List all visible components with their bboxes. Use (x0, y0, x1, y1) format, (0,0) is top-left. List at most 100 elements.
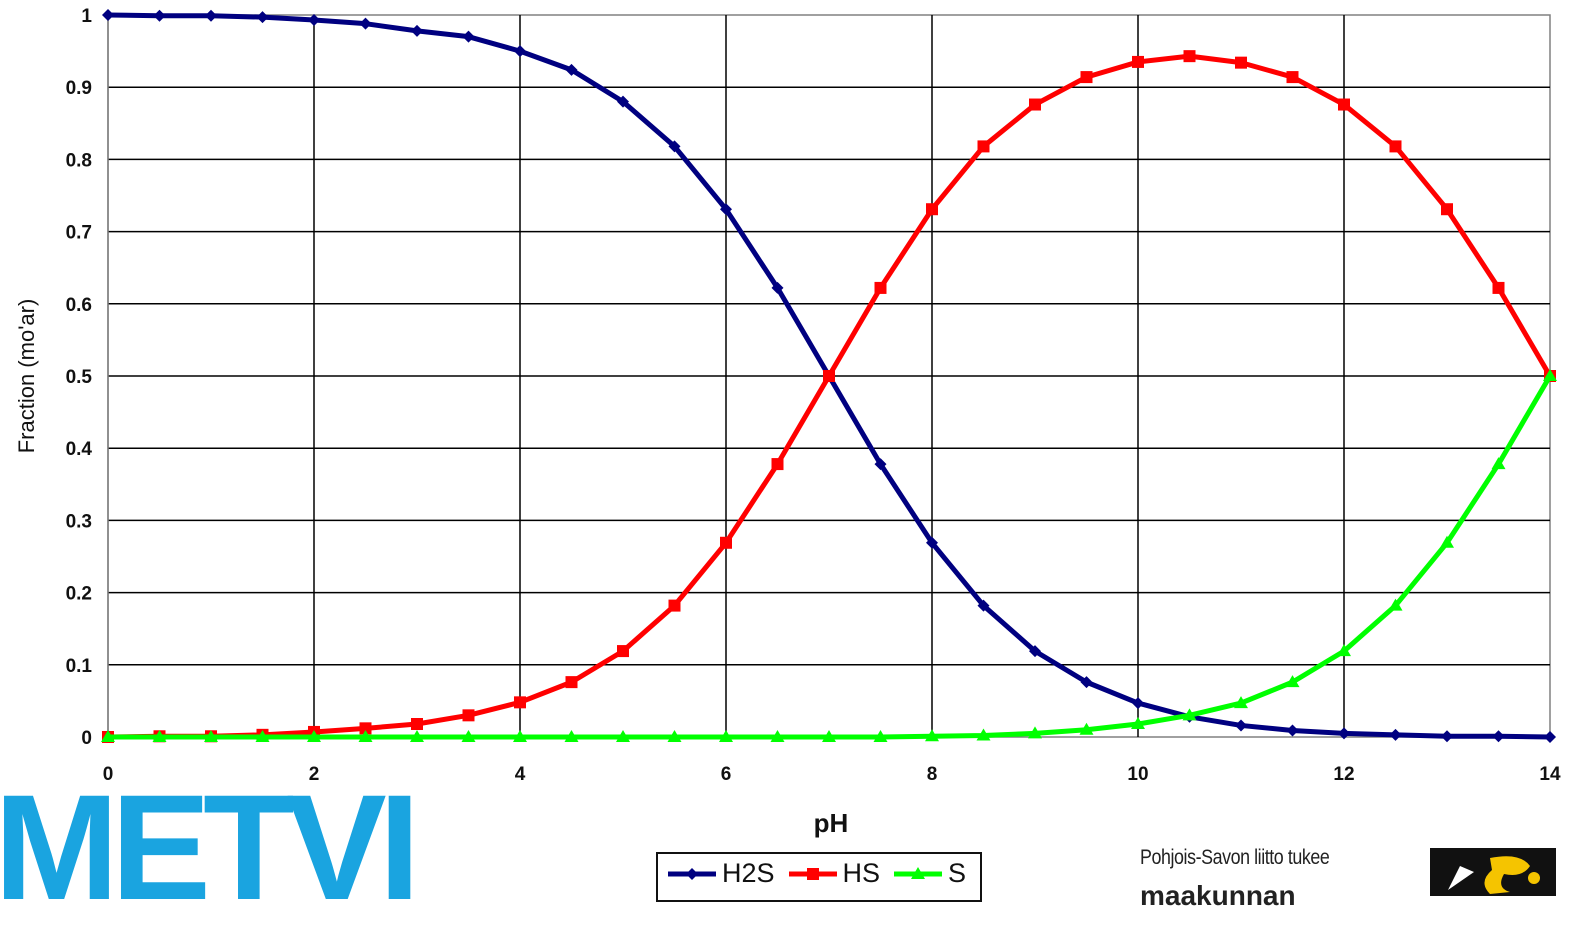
data-point (686, 867, 698, 880)
y-tick-label: 1 (81, 6, 92, 27)
data-point (771, 458, 784, 471)
data-point (101, 730, 115, 742)
data-point (411, 718, 423, 731)
metvi-logo: METVI (0, 763, 420, 931)
data-point (616, 730, 630, 742)
legend-label: HS (842, 858, 881, 888)
y-tick-label: 0.3 (66, 511, 92, 532)
y-tick-label: 0.6 (66, 295, 92, 316)
data-point (1132, 697, 1144, 710)
data-point (911, 866, 926, 879)
data-point (1286, 724, 1299, 737)
legend-label: H2S (722, 858, 775, 888)
data-point (668, 599, 681, 612)
legend-item: HS (787, 858, 881, 889)
data-point (1080, 676, 1093, 689)
data-point (771, 281, 784, 294)
y-tick-label: 0.2 (66, 584, 92, 605)
data-point (1080, 71, 1093, 84)
data-point (1388, 598, 1403, 611)
y-tick-label: 0.9 (66, 78, 92, 99)
data-point (1492, 281, 1505, 294)
series-s (101, 369, 1557, 742)
x-tick-label: 14 (1539, 764, 1561, 785)
x-tick-label: 2 (309, 764, 320, 785)
data-point (462, 709, 475, 722)
data-point (1491, 457, 1506, 470)
data-point (359, 17, 372, 30)
data-point (255, 730, 270, 742)
data-point (1235, 719, 1247, 732)
data-point (617, 95, 629, 108)
data-point (1440, 535, 1454, 548)
data-point (1337, 644, 1351, 657)
x-tick-label: 4 (515, 764, 526, 785)
sponsor-text: Pohjois-Savon liitto tukee (1140, 846, 1330, 869)
x-axis-label: pH (814, 808, 849, 838)
data-point (1131, 717, 1145, 730)
y-tick-label: 0.8 (66, 150, 92, 171)
data-point (720, 536, 732, 549)
data-point (461, 730, 476, 742)
y-tick-labels: 0 0.1 0.2 0.3 0.4 0.5 0.6 0.7 0.8 0.9 1 (66, 6, 93, 749)
data-point (926, 203, 938, 216)
data-point (873, 730, 888, 742)
data-point (1132, 55, 1144, 68)
legend-swatch-icon (668, 867, 716, 880)
data-point (462, 30, 475, 43)
emblem-icon (1448, 856, 1540, 894)
x-tick-labels: 0 2 4 6 8 10 12 14 (103, 764, 1561, 785)
data-point (1029, 98, 1041, 111)
data-point (565, 676, 578, 689)
data-point (205, 9, 217, 22)
data-point (1389, 728, 1402, 741)
data-point (565, 63, 578, 76)
data-point (102, 9, 114, 21)
y-tick-label: 0.1 (66, 656, 93, 677)
data-point (514, 45, 526, 58)
data-point (976, 728, 991, 741)
legend-item: H2S (666, 858, 775, 889)
data-point (1543, 369, 1557, 381)
data-point (153, 9, 166, 22)
data-point (564, 730, 579, 742)
data-point (874, 281, 887, 294)
data-point (1182, 708, 1197, 721)
data-point (874, 458, 887, 471)
data-point (1441, 203, 1453, 216)
chart: 0 0.1 0.2 0.3 0.4 0.5 0.6 0.7 0.8 0.9 1 0 2 4 6 8 10 12 1… (14, 6, 1561, 838)
data-point (977, 599, 990, 612)
data-point (806, 867, 819, 880)
data-point (925, 729, 939, 742)
data-point (719, 730, 733, 742)
x-tick-label: 10 (1127, 764, 1148, 785)
data-point (822, 730, 836, 742)
regional-emblem-logo (1430, 848, 1556, 896)
data-point (1544, 731, 1556, 743)
legend: H2S HS S (656, 852, 982, 902)
data-point (513, 730, 527, 742)
y-tick-label: 0 (81, 728, 92, 749)
data-point (359, 722, 372, 735)
data-point (1492, 730, 1505, 743)
y-tick-label: 0.7 (66, 223, 92, 244)
data-point (1029, 645, 1041, 658)
data-point (1028, 726, 1042, 739)
legend-item: S (892, 858, 966, 889)
data-point (667, 730, 682, 742)
data-point (410, 730, 424, 742)
data-point (977, 140, 990, 153)
data-point (1183, 50, 1196, 63)
legend-label: S (948, 858, 967, 888)
data-point (617, 645, 629, 658)
series-group (101, 9, 1557, 743)
x-tick-label: 8 (927, 764, 938, 785)
data-point (1235, 56, 1247, 69)
grid-lines (107, 15, 1550, 737)
x-tick-label: 12 (1333, 764, 1354, 785)
data-point (1234, 696, 1248, 709)
y-axis-label: Fraction (mo'ar) (14, 299, 39, 454)
data-point (358, 730, 373, 742)
y-tick-label: 0.5 (66, 367, 93, 388)
data-point (256, 11, 269, 24)
